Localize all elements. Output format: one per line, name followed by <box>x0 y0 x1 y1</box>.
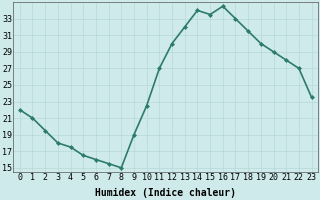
X-axis label: Humidex (Indice chaleur): Humidex (Indice chaleur) <box>95 188 236 198</box>
